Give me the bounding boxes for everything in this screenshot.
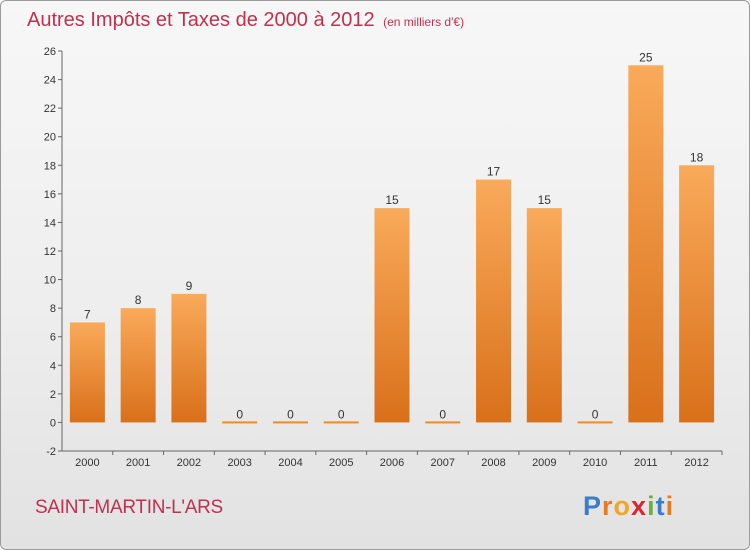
data-label: 0 xyxy=(439,407,446,421)
y-tick-label: 12 xyxy=(44,246,56,258)
x-tick-label: 2012 xyxy=(684,457,708,469)
data-label: 15 xyxy=(538,193,552,207)
data-label: 25 xyxy=(639,50,653,64)
x-tick-label: 2003 xyxy=(227,457,251,469)
x-tick-label: 2009 xyxy=(532,457,556,469)
data-label: 0 xyxy=(236,407,243,421)
x-tick-label: 2005 xyxy=(329,457,353,469)
x-tick-label: 2010 xyxy=(583,457,607,469)
y-tick-label: 18 xyxy=(44,160,56,172)
data-label: 9 xyxy=(186,279,193,293)
y-tick-label: 22 xyxy=(44,103,56,115)
y-tick-label: 4 xyxy=(50,360,56,372)
data-label: 15 xyxy=(385,193,399,207)
y-tick-label: 26 xyxy=(44,46,56,58)
y-tick-label: 24 xyxy=(44,75,56,87)
data-label: 0 xyxy=(592,407,599,421)
x-tick-label: 2011 xyxy=(634,457,658,469)
bar xyxy=(628,65,664,423)
bar xyxy=(476,179,512,423)
bar xyxy=(222,421,258,424)
data-labels: 7 8 9 0 0 0 15 0 17 15 0 25 18 xyxy=(84,50,704,421)
chart-title: Autres Impôts et Taxes de 2000 à 2012 xyxy=(27,9,375,31)
y-tick-label: 0 xyxy=(50,417,56,429)
x-tick-label: 2004 xyxy=(278,457,302,469)
y-tick-label: -2 xyxy=(46,446,56,458)
y-tick-label: 2 xyxy=(50,389,56,401)
bar xyxy=(374,208,410,423)
data-label: 8 xyxy=(135,293,142,307)
bar xyxy=(526,208,562,423)
x-tick-label: 2007 xyxy=(431,457,455,469)
bar xyxy=(171,293,207,423)
data-label: 18 xyxy=(690,150,704,164)
brand-logo-letter: r xyxy=(602,491,614,521)
bar xyxy=(120,308,156,423)
location-label: SAINT-MARTIN-L'ARS xyxy=(35,497,223,518)
y-tick-label: 8 xyxy=(50,303,56,315)
bar xyxy=(577,421,613,424)
bar xyxy=(69,322,105,423)
chart-subtitle: (en milliers d'€) xyxy=(383,15,465,29)
x-tick-label: 2008 xyxy=(481,457,505,469)
x-tick-label: 2001 xyxy=(126,457,150,469)
y-tick-label: 6 xyxy=(50,332,56,344)
x-tick-label: 2006 xyxy=(380,457,404,469)
x-tick-label: 2002 xyxy=(177,457,201,469)
x-tick-label: 2000 xyxy=(75,457,99,469)
data-label: 0 xyxy=(338,407,345,421)
brand-logo-letter: o xyxy=(613,491,632,521)
y-tick-label: 14 xyxy=(44,217,56,229)
data-label: 0 xyxy=(287,407,294,421)
y-tick-label: 10 xyxy=(44,275,56,287)
brand-logo-letter: t xyxy=(655,491,666,521)
data-label: 17 xyxy=(487,165,501,179)
brand-logo-letter: i xyxy=(665,491,675,521)
bar xyxy=(272,421,308,424)
brand-logo: Proxiti xyxy=(583,491,674,522)
title-row: Autres Impôts et Taxes de 2000 à 2012 (e… xyxy=(27,9,464,32)
brand-logo-letter: i xyxy=(647,491,656,521)
brand-logo-letter: P xyxy=(583,491,603,521)
bars xyxy=(69,65,715,424)
brand-logo-letter: x xyxy=(631,491,648,521)
bar xyxy=(425,421,461,424)
y-tick-label: 20 xyxy=(44,132,56,144)
bar xyxy=(679,165,715,423)
bar xyxy=(323,421,359,424)
data-label: 7 xyxy=(84,307,91,321)
y-tick-label: 16 xyxy=(44,189,56,201)
